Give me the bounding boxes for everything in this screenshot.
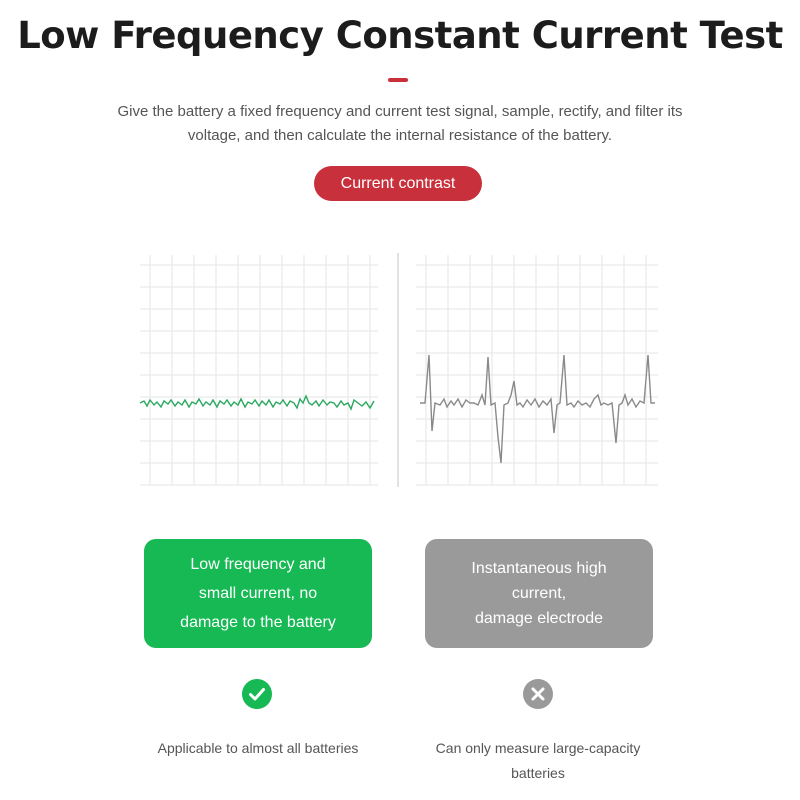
description-text: Give the battery a fixed frequency and c… [117,103,683,144]
caption-line: Can only measure large-capacity [435,740,641,756]
low-frequency-caption: Applicable to almost all batteries [140,736,376,761]
check-circle-icon [242,679,272,709]
card-line: Instantaneous high [471,560,607,577]
card-line: damage to the battery [180,614,336,631]
card-line: small current, no [198,585,318,602]
low-frequency-waveform [139,394,375,411]
caption-line: Applicable to almost all batteries [157,740,359,756]
low-frequency-card: Low frequency and small current, no dama… [144,539,372,648]
instantaneous-grid [416,255,658,486]
page-title: Low Frequency Constant Current Test [17,14,783,57]
title-accent-divider [388,78,408,82]
card-line: damage electrode [474,610,604,627]
current-contrast-button[interactable]: Current contrast [314,166,482,201]
x-circle-icon [523,679,553,709]
card-line: Low frequency and [190,556,326,573]
low-frequency-grid [140,255,378,486]
waveform-comparison [139,253,658,487]
instantaneous-current-card: Instantaneous high current, damage elect… [425,539,653,648]
caption-line: batteries [511,765,565,781]
instantaneous-caption: Can only measure large-capacity batterie… [418,736,658,786]
card-line: current, [511,585,567,602]
instantaneous-waveform [420,354,655,464]
